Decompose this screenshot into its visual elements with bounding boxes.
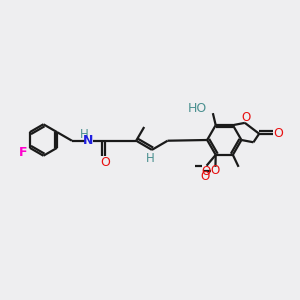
Text: O: O	[211, 164, 220, 177]
Text: H: H	[80, 128, 88, 141]
Text: O: O	[273, 127, 283, 140]
Text: O: O	[201, 165, 211, 178]
Text: H: H	[146, 152, 155, 165]
Text: F: F	[19, 146, 28, 160]
Text: HO: HO	[187, 101, 207, 115]
Text: O: O	[100, 156, 110, 169]
Text: O: O	[200, 170, 209, 183]
Text: O: O	[241, 111, 250, 124]
Text: N: N	[83, 134, 94, 147]
